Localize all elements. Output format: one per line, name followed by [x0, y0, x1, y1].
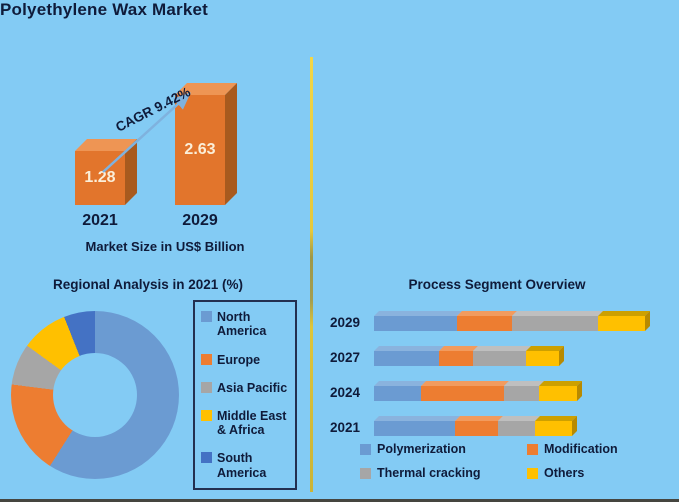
process-year-label: 2029 [329, 315, 360, 330]
regional-donut-chart [11, 311, 179, 479]
legend-item: Others [527, 466, 660, 480]
process-year-label: 2021 [329, 420, 360, 435]
segment-top-face [455, 416, 503, 421]
legend-swatch [201, 409, 212, 421]
legend-label: North America [217, 310, 267, 339]
process-bar-segment [457, 311, 517, 331]
donut-hole [53, 353, 137, 437]
legend-item: Thermal cracking [360, 466, 527, 480]
legend-swatch [201, 452, 212, 464]
legend-swatch [527, 468, 538, 479]
legend-swatch [360, 444, 371, 455]
legend-item: Modification [527, 442, 660, 456]
segment-top-face [498, 416, 540, 421]
legend-label: Thermal cracking [377, 466, 481, 480]
segment-top-face [457, 311, 517, 316]
bar-value-label: 1.28 [84, 169, 116, 186]
legend-item: Middle East & Africa [201, 409, 293, 438]
segment-end-face [645, 311, 650, 331]
process-bar-segment [539, 381, 582, 401]
process-bar-segment [598, 311, 650, 331]
segment-top-face [473, 346, 531, 351]
segment-top-face [539, 381, 582, 386]
process-bar-row [374, 346, 564, 366]
process-bar-segment [374, 416, 460, 436]
market-size-caption: Market Size in US$ Billion [85, 239, 245, 254]
legend-label: Asia Pacific [217, 380, 288, 395]
legend-item: Polymerization [360, 442, 527, 456]
regional-legend-box: North America Europe Asia Pacific Middle Ea… [193, 300, 297, 490]
regional-chart-title: Regional Analysis in 2021 (%) [52, 277, 244, 292]
cagr-arrow-icon [102, 92, 191, 173]
process-bar-segment [439, 346, 478, 366]
legend-label: Middle East & Africa [217, 408, 287, 438]
vertical-divider [310, 57, 313, 492]
legend-label: Europe [217, 352, 261, 367]
segment-top-face [374, 381, 426, 386]
process-bar-segment [512, 311, 603, 331]
process-year-label: 2024 [329, 385, 360, 400]
segment-end-face [577, 381, 582, 401]
segment-end-face [572, 416, 577, 436]
segment-top-face [421, 381, 509, 386]
process-bar-segment [498, 416, 540, 436]
legend-swatch [201, 381, 212, 393]
process-bar-segment [421, 381, 509, 401]
legend-label: Polymerization [377, 442, 466, 456]
process-bar-segment [374, 381, 426, 401]
process-legend: Polymerization Modification Thermal cracki… [360, 442, 660, 480]
market-bar-group: 2.63 2029 [175, 83, 237, 235]
segment-top-face [374, 346, 444, 351]
segment-top-face [535, 416, 577, 421]
process-year-label: 2027 [329, 350, 360, 365]
process-bar-segment [473, 346, 531, 366]
segment-top-face [374, 416, 460, 421]
legend-item: South America [201, 451, 293, 480]
process-bar-row [374, 381, 582, 401]
process-bar-segment [374, 346, 444, 366]
bar-side-face [225, 83, 237, 205]
legend-label: Others [544, 466, 585, 480]
segment-top-face [374, 311, 462, 316]
market-bar: 2.63 [175, 83, 237, 205]
process-bar-segment [526, 346, 564, 366]
legend-label: Modification [544, 442, 618, 456]
bar-year-label: 2029 [182, 212, 218, 229]
process-bar-segment [374, 311, 462, 331]
segment-top-face [598, 311, 650, 316]
legend-swatch [360, 468, 371, 479]
process-bar-segment [455, 416, 503, 436]
legend-swatch [527, 444, 538, 455]
process-bar-segment [535, 416, 577, 436]
segment-end-face [559, 346, 564, 366]
legend-swatch [201, 311, 212, 322]
process-chart-title: Process Segment Overview [408, 277, 586, 292]
legend-item: Europe [201, 353, 293, 367]
process-bar-row [374, 416, 577, 436]
bottom-edge-line [0, 499, 679, 502]
page-title: Polyethylene Wax Market [0, 0, 209, 19]
bar-value-label: 2.63 [184, 141, 216, 158]
segment-top-face [512, 311, 603, 316]
legend-label: South America [217, 451, 267, 480]
legend-item: Asia Pacific [201, 381, 293, 395]
process-bar-segment [504, 381, 544, 401]
legend-item: North America [201, 310, 293, 339]
legend-swatch [201, 353, 212, 365]
bar-year-label: 2021 [82, 212, 118, 229]
process-bar-row [374, 311, 650, 331]
